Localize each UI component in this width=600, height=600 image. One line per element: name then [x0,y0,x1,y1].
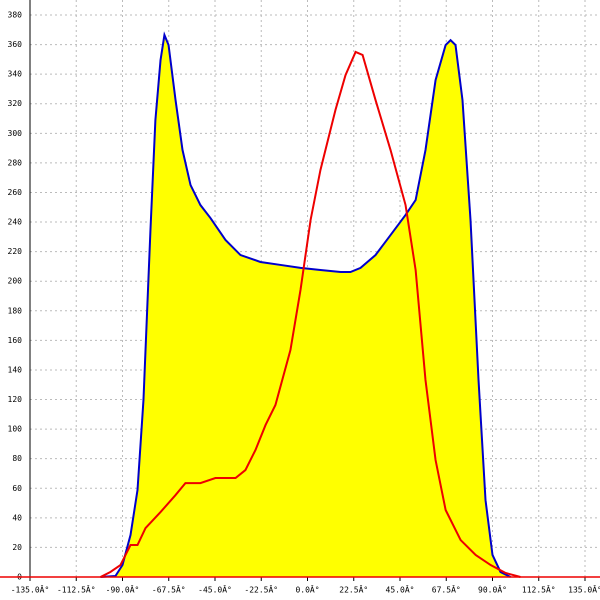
y-tick-label: 100 [8,425,23,434]
y-tick-label: 220 [8,247,23,256]
x-tick-label: 22.5Â° [339,584,368,595]
y-tick-label: 320 [8,99,23,108]
x-tick-label: 67.5Â° [432,584,461,595]
y-tick-label: 140 [8,365,23,374]
y-tick-label: 180 [8,306,23,315]
x-tick-label: -22.5Â° [244,584,278,595]
y-tick-label: 160 [8,336,23,345]
x-tick-label: 45.0Â° [386,584,415,595]
y-tick-label: 260 [8,188,23,197]
y-tick-label: 360 [8,40,23,49]
y-tick-label: 280 [8,158,23,167]
x-tick-label: 135.0Â° [568,584,600,595]
y-tick-label: 380 [8,11,23,20]
y-tick-label: 200 [8,277,23,286]
x-tick-label: 90.0Â° [478,584,507,595]
y-tick-label: 340 [8,70,23,79]
y-tick-label: 80 [12,454,22,463]
x-tick-label: -67.5Â° [152,584,186,595]
x-tick-label: -112.5Â° [57,584,96,595]
x-tick-label: -45.0Â° [198,584,232,595]
y-tick-label: 20 [12,543,22,552]
line [100,31,512,578]
x-tick-label: -90.0Â° [106,584,140,595]
y-tick-label: 240 [8,218,23,227]
x-tick-label: 112.5Â° [522,584,556,595]
y-tick-label: 40 [12,513,22,522]
y-tick-label: 120 [8,395,23,404]
area [100,34,511,577]
y-tick-label: 300 [8,129,23,138]
y-tick-label: 60 [12,484,22,493]
line [100,50,521,578]
x-tick-label: -135.0Â° [11,584,50,595]
x-tick-label: 0.0Â° [295,584,319,595]
